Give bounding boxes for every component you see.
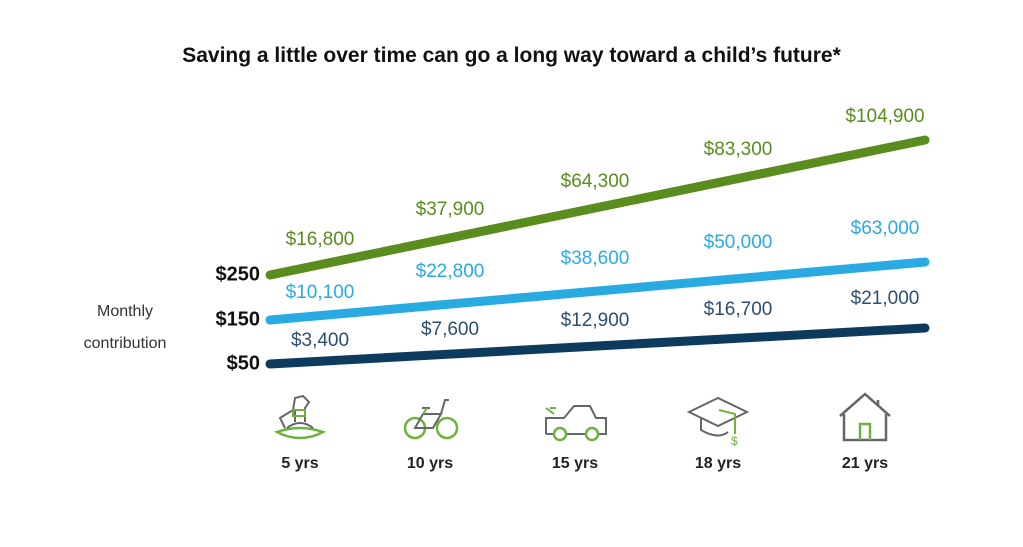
x-tick-label: 15 yrs — [551, 455, 599, 472]
x-tick-label: 18 yrs — [694, 455, 742, 472]
data-label: $22,800 — [415, 261, 485, 282]
data-label: $37,900 — [415, 199, 485, 220]
bicycle-icon — [395, 388, 465, 446]
contribution-label: $250 — [215, 263, 261, 286]
data-label: $63,000 — [850, 218, 920, 239]
x-tick-label: 10 yrs — [406, 455, 454, 472]
data-label: $10,100 — [285, 282, 355, 303]
data-label: $21,000 — [850, 288, 920, 309]
data-label: $38,600 — [560, 248, 630, 269]
data-label: $12,900 — [560, 310, 630, 331]
x-tick-label: 5 yrs — [281, 455, 319, 472]
contribution-label: $50 — [226, 352, 260, 375]
car-icon — [540, 388, 610, 446]
x-tick-label: 21 yrs — [841, 455, 889, 472]
chart-title: Saving a little over time can go a long … — [182, 44, 841, 67]
data-label: $16,700 — [703, 299, 773, 320]
series-line-1 — [265, 257, 930, 325]
data-label: $50,000 — [703, 232, 773, 253]
rocking-horse-icon — [265, 388, 335, 446]
data-label: $7,600 — [420, 319, 480, 340]
data-label: $104,900 — [845, 106, 925, 127]
series-line-0 — [265, 135, 930, 280]
data-label: $3,400 — [290, 330, 350, 351]
data-label: $16,800 — [285, 229, 355, 250]
series-line-2 — [265, 323, 930, 369]
y-axis-label: Monthly contribution — [70, 296, 180, 360]
y-axis-label-line1: Monthly — [96, 303, 154, 320]
graduation-cap-icon: $ — [683, 388, 753, 448]
data-label: $83,300 — [703, 139, 773, 160]
data-label: $64,300 — [560, 171, 630, 192]
y-axis-label-line2: contribution — [83, 335, 167, 352]
contribution-label: $150 — [215, 308, 261, 331]
house-icon — [830, 388, 900, 446]
svg-text:$: $ — [731, 434, 738, 446]
